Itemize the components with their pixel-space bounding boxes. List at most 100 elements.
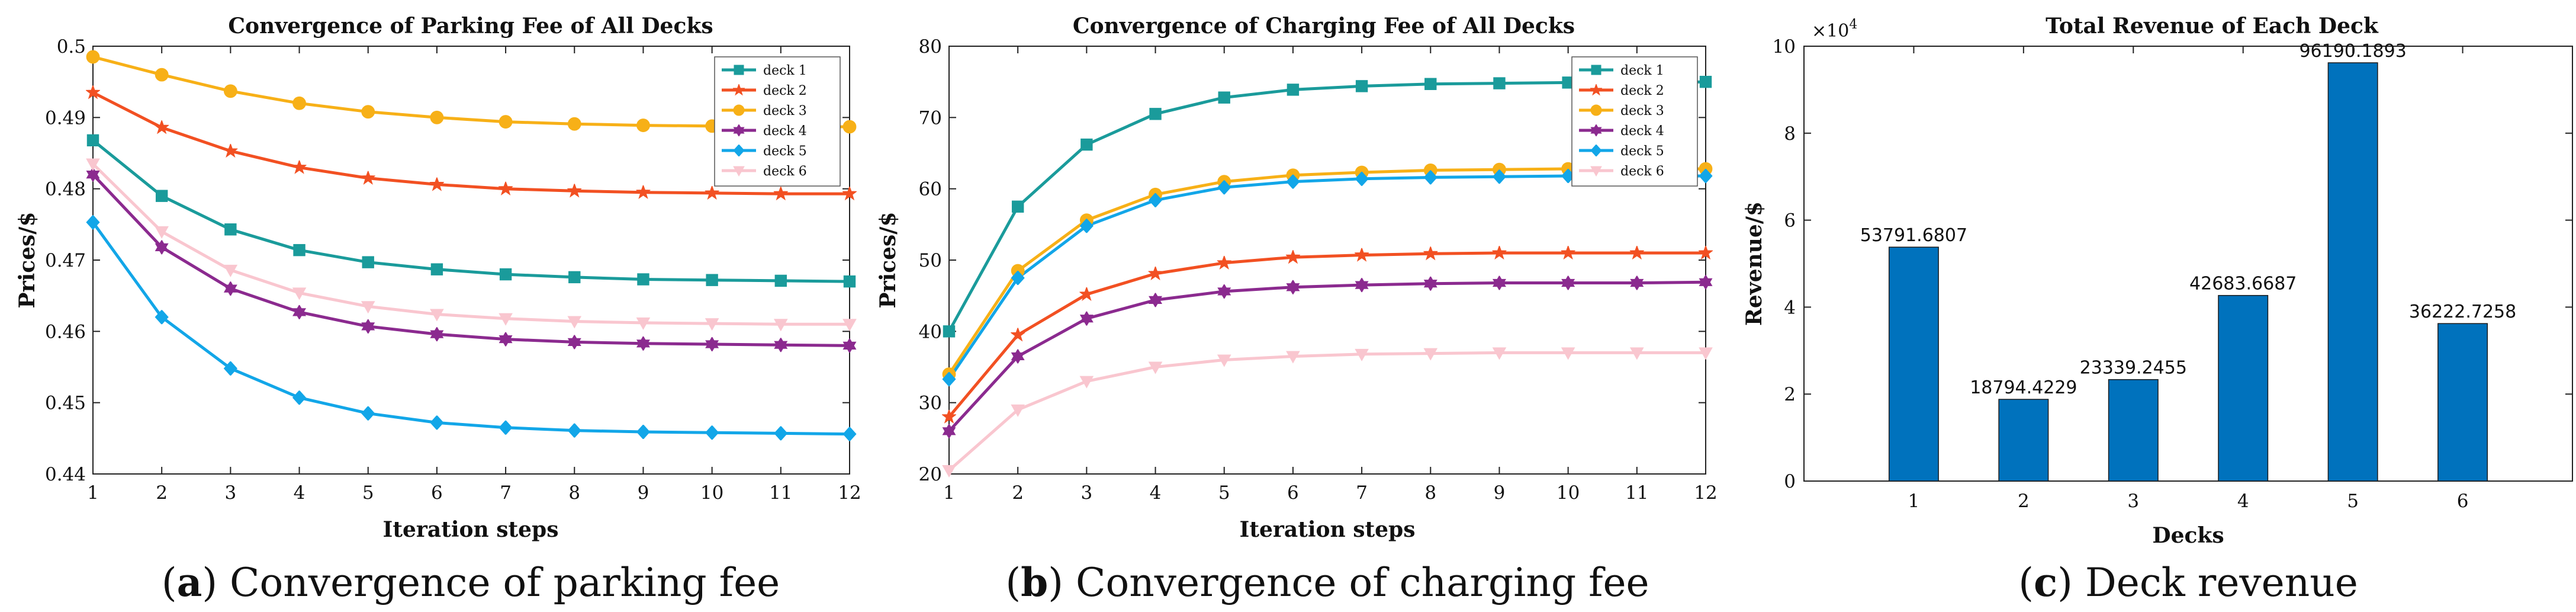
- parking-legend-label: deck 3: [763, 104, 807, 118]
- revenue-bar-label: 23339.2455: [2080, 358, 2187, 379]
- parking-fee-chart: Convergence of Parking Fee of All Decks …: [15, 14, 861, 605]
- parking-legend-label: deck 1: [763, 63, 807, 78]
- charging-legend-label: deck 1: [1620, 63, 1664, 78]
- charging-chart-title: Convergence of Charging Fee of All Decks: [1073, 14, 1575, 39]
- caption-b: (b) Convergence of charging fee: [1005, 559, 1649, 605]
- charging-point-deck-1: [1424, 78, 1437, 90]
- revenue-x-axis-label: Decks: [2152, 523, 2224, 548]
- parking-point-deck-1: [224, 223, 237, 236]
- revenue-x-tick-label: 2: [2018, 491, 2030, 512]
- charging-point-deck-1: [1149, 108, 1162, 120]
- charging-point-deck-1: [1080, 138, 1093, 151]
- revenue-bar-deck-6: [2437, 323, 2488, 482]
- charging-x-tick-label: 12: [1694, 482, 1717, 504]
- revenue-y-tick-label: 8: [1784, 123, 1796, 145]
- parking-x-tick-label: 12: [838, 482, 861, 504]
- parking-point-deck-1: [843, 275, 856, 288]
- parking-legend-label: deck 2: [763, 84, 807, 98]
- parking-y-tick-label: 0.5: [57, 36, 86, 57]
- charging-y-tick-label: 60: [919, 179, 942, 200]
- parking-point-deck-3: [842, 120, 857, 134]
- parking-point-deck-1: [706, 274, 718, 286]
- parking-x-tick-label: 7: [500, 482, 512, 504]
- parking-x-tick-label: 1: [87, 482, 99, 504]
- parking-x-tick-label: 10: [700, 482, 723, 504]
- parking-point-deck-3: [155, 68, 169, 82]
- parking-y-tick-label: 0.46: [45, 321, 86, 342]
- revenue-x-ticks: 1 2 3 4 5 6: [1908, 46, 2468, 512]
- charging-legend-box: [1571, 56, 1698, 187]
- parking-line-deck-2: [92, 91, 850, 196]
- parking-point-deck-1: [774, 274, 787, 287]
- parking-x-ticks: 1 2 3 4 5 6 7 8 9 10 11 12: [87, 46, 861, 504]
- charging-y-axis-label: Prices/$: [876, 212, 901, 308]
- revenue-bars: [1888, 62, 2488, 482]
- revenue-x-tick-label: 4: [2237, 491, 2249, 512]
- parking-y-tick-label: 0.48: [45, 179, 86, 200]
- parking-x-tick-label: 2: [156, 482, 168, 504]
- revenue-x-tick-label: 1: [1908, 491, 1920, 512]
- parking-line-deck-1: [92, 139, 850, 283]
- revenue-x-tick-label: 5: [2347, 491, 2359, 512]
- charging-x-ticks: 1 2 3 4 5 6 7 8 9 10 11 12: [943, 46, 1718, 504]
- revenue-x-tick-label: 3: [2127, 491, 2139, 512]
- charging-point-deck-1: [1287, 84, 1300, 96]
- charging-legend-label: deck 6: [1620, 164, 1664, 179]
- parking-point-deck-3: [292, 96, 306, 110]
- parking-legend-box: [714, 56, 841, 187]
- parking-point-deck-3: [223, 84, 237, 98]
- charging-line-deck-2: [948, 251, 1706, 418]
- caption-b-text: Convergence of charging fee: [1063, 560, 1649, 605]
- charging-y-tick-label: 40: [919, 321, 942, 342]
- parking-line-deck-5: [91, 221, 850, 436]
- charging-legend-marker: [1591, 65, 1601, 75]
- parking-series-lines: [91, 55, 850, 436]
- parking-point-deck-1: [499, 268, 512, 281]
- charging-x-tick-label: 1: [943, 482, 955, 504]
- charging-point-deck-1: [1355, 80, 1368, 92]
- revenue-bar-label: 18794.4229: [1970, 377, 2077, 398]
- parking-x-tick-label: 5: [362, 482, 374, 504]
- parking-x-tick-label: 8: [568, 482, 580, 504]
- caption-a-text: Convergence of parking fee: [217, 560, 780, 605]
- charging-legend: deck 1 deck 2 deck 3 deck 4 deck 5 deck 6: [1571, 56, 1698, 187]
- charging-fee-chart: Convergence of Charging Fee of All Decks…: [876, 14, 1718, 605]
- caption-c: (c) Deck revenue: [2018, 559, 2358, 605]
- parking-point-deck-1: [568, 271, 581, 284]
- revenue-y-tick-label: 0: [1784, 471, 1796, 492]
- parking-line-deck-6: [92, 162, 850, 326]
- parking-point-deck-3: [636, 118, 650, 132]
- revenue-y-multiplier-exp: 4: [1849, 17, 1857, 32]
- parking-x-tick-label: 4: [294, 482, 305, 504]
- revenue-y-multiplier-base: ×10: [1812, 21, 1849, 41]
- charging-y-ticks: 20 30 40 50 60 70 80: [919, 36, 1706, 485]
- parking-point-deck-1: [430, 263, 443, 275]
- charging-x-tick-label: 4: [1150, 482, 1162, 504]
- charging-legend-label: deck 2: [1620, 84, 1664, 98]
- revenue-bar-label: 96190.1893: [2299, 41, 2406, 62]
- parking-legend-marker: [733, 104, 745, 116]
- charging-legend-marker: [1590, 104, 1602, 116]
- charging-line-deck-4: [948, 280, 1706, 432]
- charging-legend-label: deck 4: [1620, 124, 1664, 139]
- parking-point-deck-3: [499, 115, 513, 129]
- charging-x-tick-label: 10: [1556, 482, 1580, 504]
- parking-point-deck-1: [86, 134, 99, 147]
- charging-point-deck-1: [1493, 77, 1506, 89]
- parking-y-tick-label: 0.47: [45, 250, 86, 271]
- parking-x-tick-label: 3: [224, 482, 236, 504]
- revenue-bar-deck-4: [2218, 294, 2269, 482]
- revenue-bar-label: 53791.6807: [1860, 225, 1967, 246]
- revenue-y-multiplier: ×104: [1812, 17, 1857, 41]
- charging-y-tick-label: 20: [919, 464, 942, 485]
- parking-legend-label: deck 4: [763, 124, 807, 139]
- parking-x-tick-label: 9: [638, 482, 649, 504]
- revenue-bar-deck-1: [1888, 246, 1939, 482]
- revenue-y-tick-label: 6: [1784, 210, 1796, 232]
- revenue-bar-label: 42683.6687: [2189, 274, 2297, 294]
- parking-chart-title: Convergence of Parking Fee of All Decks: [228, 14, 713, 39]
- revenue-y-tick-label: 2: [1784, 384, 1796, 405]
- parking-legend-marker: [734, 65, 744, 75]
